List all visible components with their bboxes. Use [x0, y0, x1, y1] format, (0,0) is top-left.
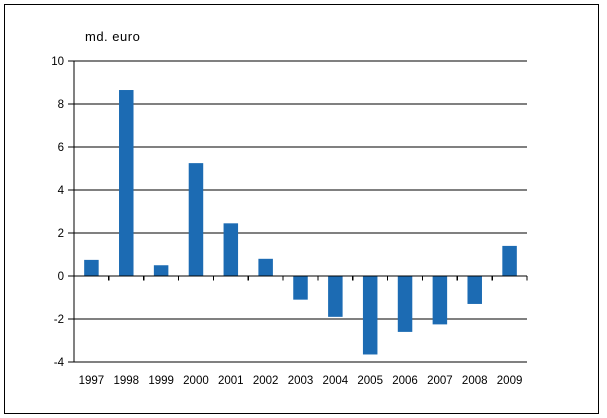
- x-tick-label-2001: 2001: [218, 375, 244, 387]
- bar-2000: [188, 163, 204, 277]
- y-tick-label--2: -2: [54, 314, 64, 326]
- bar-2005: [362, 276, 378, 355]
- bar-2006: [397, 276, 413, 332]
- x-tick-label-2005: 2005: [357, 375, 383, 387]
- bar-2001: [223, 223, 239, 276]
- bar-2004: [328, 276, 343, 317]
- bar-2002: [258, 258, 273, 276]
- bar-2003: [293, 276, 308, 300]
- x-tick-label-2003: 2003: [288, 375, 314, 387]
- y-tick-label-8: 8: [58, 99, 64, 111]
- x-tick-label-2006: 2006: [392, 375, 418, 387]
- y-tick-label--4: -4: [54, 357, 65, 369]
- x-tick-label-1999: 1999: [148, 375, 174, 387]
- y-tick-label-2: 2: [58, 228, 64, 240]
- x-tick-label-2008: 2008: [462, 375, 488, 387]
- x-tick-label-2000: 2000: [183, 375, 209, 387]
- x-tick-label-1998: 1998: [113, 375, 139, 387]
- y-tick-label-0: 0: [58, 271, 64, 283]
- bar-2007: [432, 276, 448, 325]
- x-tick-label-1997: 1997: [79, 375, 105, 387]
- bar-1997: [84, 259, 99, 277]
- x-tick-label-2009: 2009: [497, 375, 523, 387]
- x-tick-label-2004: 2004: [323, 375, 349, 387]
- x-tick-label-2002: 2002: [253, 375, 279, 387]
- bar-2008: [467, 276, 482, 304]
- y-tick-label-10: 10: [51, 56, 64, 68]
- x-tick-label-2007: 2007: [427, 375, 453, 387]
- y-axis-unit-label: md. euro: [85, 29, 141, 44]
- bar-2009: [502, 245, 517, 276]
- y-tick-label-4: 4: [58, 185, 65, 197]
- bar-1999: [153, 265, 169, 276]
- chart-frame: [4, 4, 599, 414]
- bar-1998: [119, 90, 134, 277]
- y-tick-label-6: 6: [58, 142, 64, 154]
